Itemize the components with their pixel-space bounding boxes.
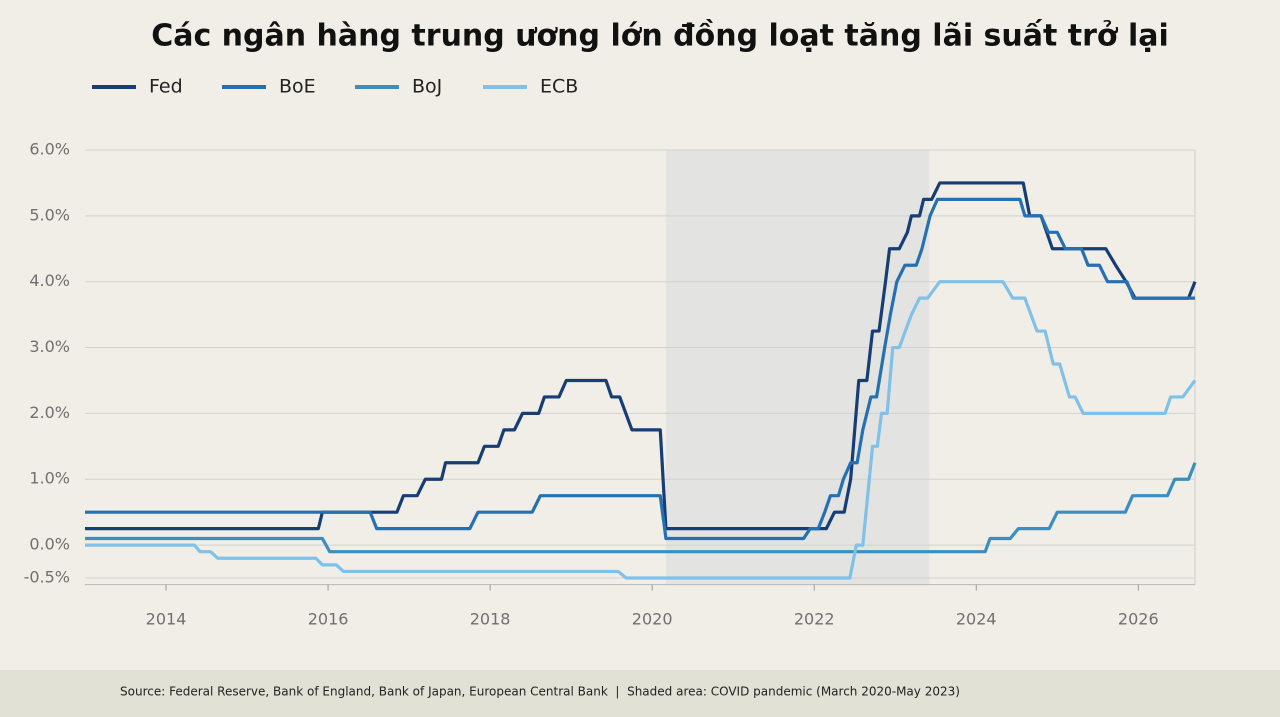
series-line (85, 197, 1195, 541)
y-tick-label: 2.0% (29, 403, 70, 422)
series-line (85, 280, 1197, 580)
chart-title: Các ngân hàng trung ương lớn đồng loạt t… (151, 19, 1169, 54)
y-tick-label: 5.0% (29, 205, 70, 224)
x-tick-label: 2026 (1118, 610, 1159, 629)
legend-label: BoJ (412, 76, 442, 98)
x-tick-label: 2024 (956, 610, 997, 629)
legend-label: BoE (279, 76, 316, 98)
x-tick-label: 2018 (470, 610, 511, 629)
x-tick-label: 2014 (146, 610, 187, 629)
legend-label: Fed (149, 76, 183, 98)
legend-label: ECB (540, 76, 578, 98)
shaded-area (665, 150, 930, 585)
footer-bar (0, 670, 1280, 717)
y-tick-label: 0.0% (29, 535, 70, 554)
series-line (85, 181, 1197, 531)
y-tick-label: 4.0% (29, 271, 70, 290)
y-tick-label: -0.5% (24, 568, 70, 587)
x-tick-label: 2022 (794, 610, 835, 629)
y-tick-label: 6.0% (29, 140, 70, 159)
series-line (85, 462, 1197, 554)
y-tick-label: 3.0% (29, 337, 70, 356)
y-tick-label: 1.0% (29, 469, 70, 488)
x-tick-label: 2020 (632, 610, 673, 629)
source-note: Source: Federal Reserve, Bank of England… (120, 685, 960, 699)
x-tick-label: 2016 (308, 610, 349, 629)
